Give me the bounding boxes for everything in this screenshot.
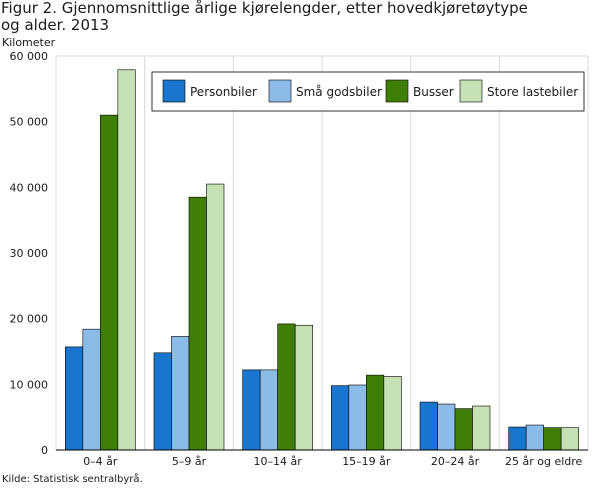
y-axis-unit-label: Kilometer — [2, 36, 56, 49]
bar — [188, 196, 207, 451]
bar — [206, 183, 225, 451]
x-tick-label: 0–4 år — [83, 455, 118, 468]
x-tick-label: 10–14 år — [254, 455, 303, 468]
y-tick-label: 0 — [41, 444, 48, 457]
bar — [454, 408, 473, 451]
x-tick-label: 15–19 år — [342, 455, 391, 468]
bar — [419, 401, 438, 451]
y-tick-label: 60 000 — [10, 50, 49, 63]
bar — [331, 385, 350, 451]
bar — [543, 427, 562, 451]
bar — [277, 323, 296, 451]
bar — [65, 346, 84, 451]
bar — [242, 369, 261, 451]
legend-swatch — [268, 79, 292, 103]
bar — [348, 384, 367, 451]
bar — [100, 114, 119, 451]
bar — [366, 374, 385, 451]
legend-box — [151, 71, 585, 112]
bar — [437, 403, 456, 451]
x-tick-label: 5–9 år — [172, 455, 207, 468]
bar — [560, 427, 579, 451]
source-note: Kilde: Statistisk sentralbyrå. — [2, 474, 143, 485]
bar — [259, 369, 278, 451]
legend-swatch — [385, 79, 409, 103]
chart-title: Figur 2. Gjennomsnittlige årlige kjørele… — [1, 0, 601, 34]
y-tick-label: 40 000 — [10, 181, 49, 194]
x-tick-label: 25 år og eldre — [505, 455, 583, 468]
legend-label: Små godsbiler — [296, 85, 382, 99]
legend-label: Busser — [413, 85, 454, 99]
y-tick-label: 10 000 — [10, 378, 49, 391]
legend-label: Personbiler — [190, 85, 257, 99]
legend-label: Store lastebiler — [487, 85, 578, 99]
bar — [171, 336, 190, 451]
chart-title-line-1: Figur 2. Gjennomsnittlige årlige kjørele… — [1, 0, 528, 17]
bar — [525, 424, 544, 451]
bar — [472, 405, 491, 451]
y-tick-label: 30 000 — [10, 247, 49, 260]
bar — [153, 352, 172, 451]
y-tick-label: 50 000 — [10, 116, 49, 129]
x-tick-label: 20–24 år — [431, 455, 480, 468]
bar — [383, 376, 402, 451]
y-tick-label: 20 000 — [10, 313, 49, 326]
bar — [294, 324, 313, 451]
bar — [117, 69, 136, 451]
bar — [508, 426, 527, 451]
legend-swatch — [162, 79, 186, 103]
chart-title-line-2: og alder. 2013 — [1, 16, 110, 34]
bar — [82, 328, 101, 451]
legend-swatch — [459, 79, 483, 103]
